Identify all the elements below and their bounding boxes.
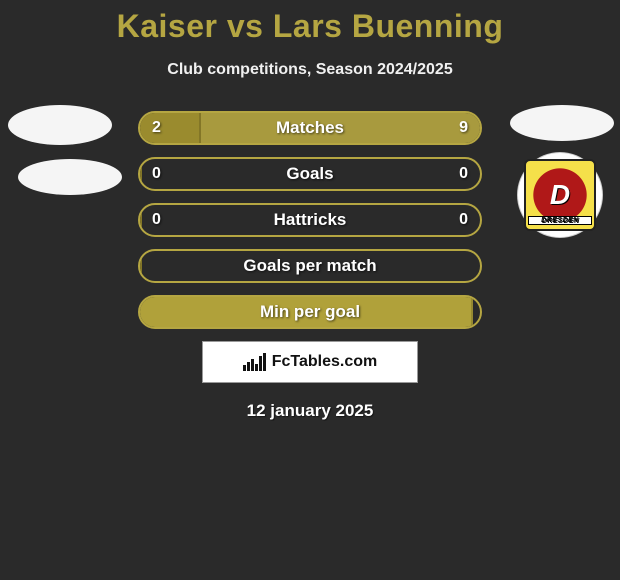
bar-value-right: 0 [459, 165, 468, 183]
subtitle: Club competitions, Season 2024/2025 [0, 61, 620, 79]
bar-label: Goals per match [140, 256, 480, 276]
brand-chart-bar [259, 356, 262, 371]
stat-bar: Goals0 0 [138, 157, 482, 191]
comparison-panel: D DRESDEN Matches29Goals00Hattricks00Goa… [0, 111, 620, 421]
brand-text: FcTables.com [272, 353, 378, 371]
bar-value-right: 0 [459, 211, 468, 229]
stat-bar: Hattricks0 0 [138, 203, 482, 237]
club-logo-banner: DRESDEN [528, 216, 592, 225]
brand-chart-bar [247, 362, 250, 371]
brand-chart-bar [243, 365, 246, 371]
stat-bar: Goals per match [138, 249, 482, 283]
player-right-placeholder-icon [510, 105, 614, 141]
brand-chart-bar [263, 353, 266, 371]
brand-box: FcTables.com [202, 341, 418, 383]
stat-bar: Matches2 9 [138, 111, 482, 145]
club-logo-letter: D [550, 179, 570, 211]
brand-chart-icon [243, 353, 266, 371]
club-logo: D DRESDEN [518, 153, 602, 237]
club-logo-shield-icon: D DRESDEN [524, 159, 596, 231]
page-title: Kaiser vs Lars Buenning [0, 0, 620, 45]
bar-value-left: 0 [152, 165, 161, 183]
stat-bars: Matches29Goals00Hattricks00Goals per mat… [138, 111, 482, 329]
brand-chart-bar [251, 359, 254, 371]
bar-label: Min per goal [140, 302, 480, 322]
brand-chart-bar [255, 364, 258, 371]
bar-value-left: 2 [152, 119, 161, 137]
bar-label: Goals [140, 164, 480, 184]
bar-value-right: 9 [459, 119, 468, 137]
bar-label: Matches [140, 118, 480, 138]
stat-bar: Min per goal [138, 295, 482, 329]
player-left-placeholder-icon [8, 105, 112, 145]
date-text: 12 january 2025 [0, 401, 620, 421]
bar-value-left: 0 [152, 211, 161, 229]
player-left-placeholder-2-icon [18, 159, 122, 195]
bar-label: Hattricks [140, 210, 480, 230]
